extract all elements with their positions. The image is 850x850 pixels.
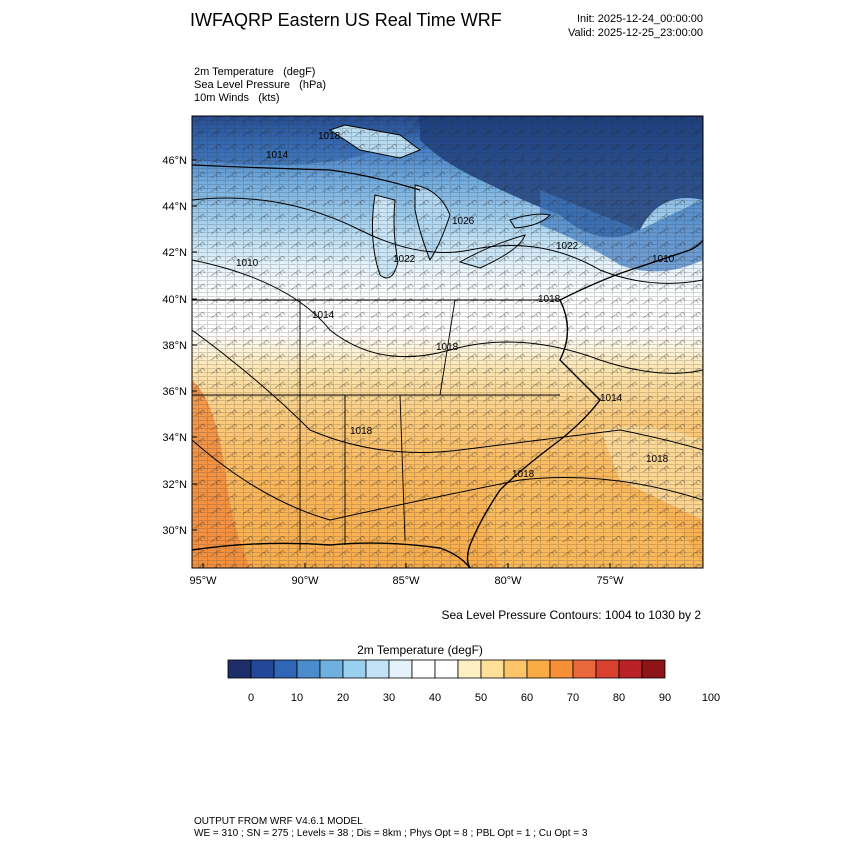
colorbar-swatch [411, 659, 436, 679]
chart-title: IWFAQRP Eastern US Real Time WRF [190, 10, 502, 30]
colorbar [227, 659, 666, 679]
colorbar-swatch [549, 659, 574, 679]
lat-label: 36°N [162, 386, 187, 398]
isobar-label: 1014 [266, 150, 289, 161]
colorbar-label: 30 [383, 692, 395, 704]
colorbar-label: 10 [291, 692, 303, 704]
map-frame [191, 115, 704, 569]
contours-note: Sea Level Pressure Contours: 1004 to 103… [441, 608, 702, 622]
lon-label: 85°W [392, 575, 420, 587]
isobar-label: 1018 [646, 454, 669, 465]
isobar-label: 1018 [350, 426, 373, 437]
variable-pressure: Sea Level Pressure (hPa) [194, 79, 327, 91]
colorbar-label: 0 [248, 692, 254, 704]
colorbar-title: 2m Temperature (degF) [357, 643, 483, 657]
isobar-label: 1018 [512, 469, 535, 480]
lat-label: 42°N [162, 247, 187, 259]
isobar-label: 1022 [556, 241, 579, 252]
colorbar-swatch [227, 659, 252, 679]
isobar-label: 1018 [318, 131, 341, 142]
lon-label: 75°W [596, 575, 624, 587]
colorbar-swatch [273, 659, 298, 679]
colorbar-label: 90 [659, 692, 671, 704]
colorbar-swatch [641, 659, 666, 679]
lon-label: 90°W [291, 575, 319, 587]
colorbar-labels: 0 10 20 30 40 50 60 70 80 90 100 [248, 692, 720, 704]
colorbar-label: 60 [521, 692, 533, 704]
colorbar-swatch [342, 659, 367, 679]
longitude-axis [202, 563, 611, 568]
isobar-label: 1010 [236, 258, 259, 269]
latitude-axis [192, 159, 197, 531]
isobar-label: 1014 [312, 310, 335, 321]
variable-winds: 10m Winds (kts) [194, 92, 280, 104]
footer-config: WE = 310 ; SN = 275 ; Levels = 38 ; Dis … [194, 828, 588, 839]
colorbar-label: 50 [475, 692, 487, 704]
lat-label: 34°N [162, 432, 187, 444]
temperature-field [192, 116, 703, 568]
isobar-label: 1018 [436, 342, 459, 353]
lat-label: 44°N [162, 201, 187, 213]
colorbar-swatch [388, 659, 413, 679]
isobar-label: 1026 [452, 216, 475, 227]
variable-temperature: 2m Temperature (degF) [194, 66, 316, 78]
colorbar-swatch [434, 659, 459, 679]
lon-label: 80°W [494, 575, 522, 587]
colorbar-swatch [319, 659, 344, 679]
isobar-label: 1010 [652, 254, 675, 265]
colorbar-swatch [250, 659, 275, 679]
isobar-label: 1022 [393, 254, 416, 265]
lon-label: 95°W [189, 575, 217, 587]
colorbar-swatch [572, 659, 597, 679]
valid-time: Valid: 2025-12-25_23:00:00 [568, 27, 703, 39]
lat-label: 32°N [162, 479, 187, 491]
colorbar-swatch [595, 659, 620, 679]
colorbar-swatch [365, 659, 390, 679]
lat-label: 40°N [162, 294, 187, 306]
isobar-label: 1018 [538, 294, 561, 305]
lat-label: 38°N [162, 340, 187, 352]
colorbar-label: 70 [567, 692, 579, 704]
colorbar-label: 100 [702, 692, 720, 704]
isobar-labels: 1018 1014 1026 1022 1022 1010 1010 1018 … [236, 131, 675, 480]
colorbar-swatch [480, 659, 505, 679]
colorbar-label: 80 [613, 692, 625, 704]
colorbar-swatch [457, 659, 482, 679]
isobar-label: 1014 [600, 393, 623, 404]
footer-model: OUTPUT FROM WRF V4.6.1 MODEL [194, 816, 363, 827]
init-time: Init: 2025-12-24_00:00:00 [577, 13, 703, 25]
lat-label: 46°N [162, 155, 187, 167]
colorbar-swatch [526, 659, 551, 679]
colorbar-swatch [296, 659, 321, 679]
colorbar-swatch [618, 659, 643, 679]
colorbar-label: 20 [337, 692, 349, 704]
colorbar-label: 40 [429, 692, 441, 704]
lat-label: 30°N [162, 525, 187, 537]
colorbar-swatch [503, 659, 528, 679]
